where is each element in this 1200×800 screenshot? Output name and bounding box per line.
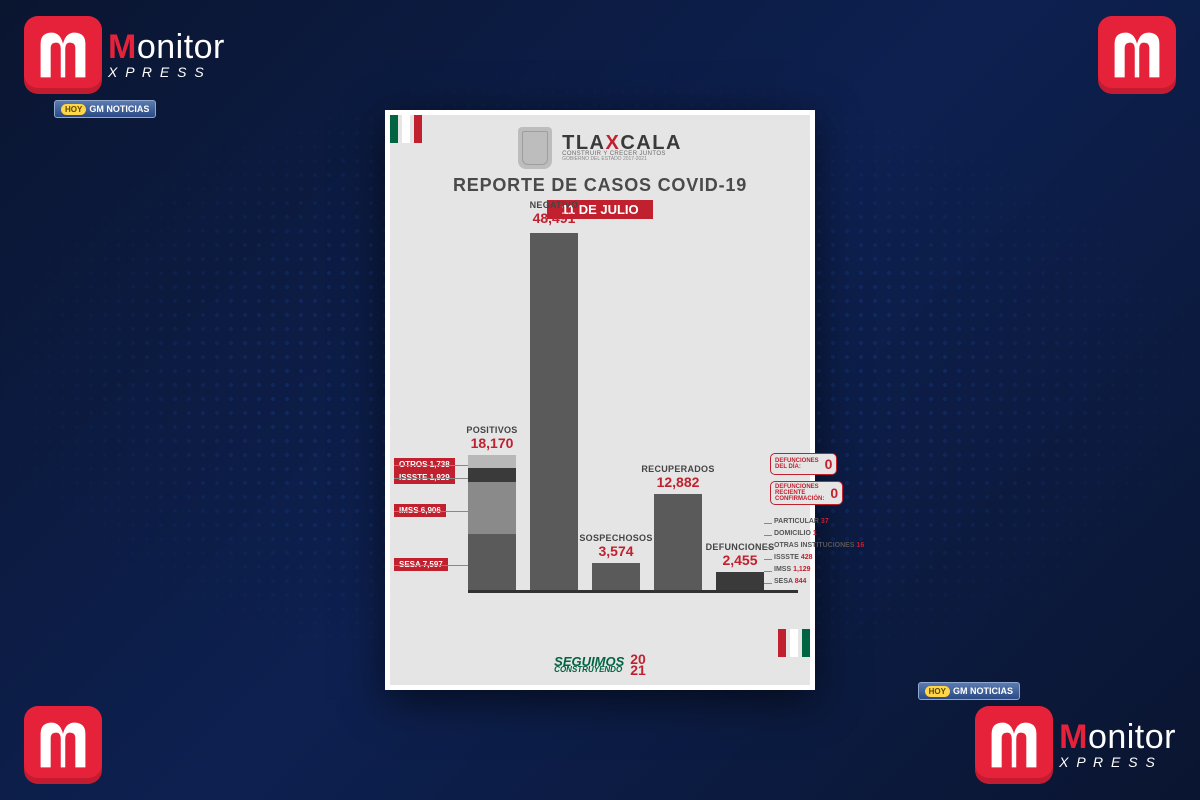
bar-value: 12,882 (641, 474, 714, 490)
bar-recuperados: RECUPERADOS12,882 (654, 233, 702, 590)
brand-mark (24, 706, 102, 784)
brand-logo-top-right (1098, 16, 1176, 94)
stripe (414, 115, 422, 143)
bar-segment (592, 563, 640, 590)
defunciones-breakdown: SESA 844 (774, 578, 806, 585)
defunciones-box: DEFUNCIONES DEL DÍA:0 (770, 453, 837, 475)
stripe (802, 629, 810, 657)
stripe (778, 629, 786, 657)
bar-segment (530, 233, 578, 590)
card-header: TLAXCALA CONSTRUIR Y CRECER JUNTOS GOBIE… (390, 115, 810, 223)
brand-sub: X P R E S S (108, 66, 225, 79)
bar-segment (468, 455, 516, 468)
flag-stripes-bottom (778, 629, 810, 657)
defunciones-breakdown: DOMICILIO 1 (774, 530, 817, 537)
footer-year: 2021 (630, 654, 646, 676)
brand-logo-top-left: Monitor X P R E S S (24, 16, 225, 94)
footer-slogan: SEGUIMOS CONSTRUYENDO (554, 656, 624, 674)
bar-value: 18,170 (466, 435, 517, 451)
bar-defunciones: DEFUNCIONES2,455 (716, 233, 764, 590)
bar-value: 3,574 (579, 543, 652, 559)
brand-word: Monitor (1059, 721, 1176, 753)
bar-positivos: POSITIVOS18,170 (468, 233, 516, 590)
brand-mark (1098, 16, 1176, 94)
bar-value: 48,491 (530, 210, 579, 226)
bar-segment (468, 482, 516, 533)
defunciones-box: DEFUNCIONES RECIENTE CONFIRMACIÓN:0 (770, 481, 843, 505)
chart-area: POSITIVOS18,170NEGATIVO48,491SOSPECHOSOS… (390, 223, 810, 645)
state-name: TLAXCALA (562, 134, 682, 152)
bar-label: RECUPERADOS (641, 464, 714, 474)
defunciones-breakdown: OTRAS INSTITUCIONES 16 (774, 542, 864, 549)
bar-segment (468, 468, 516, 482)
stripe (402, 115, 410, 143)
bar-chart: POSITIVOS18,170NEGATIVO48,491SOSPECHOSOS… (468, 233, 798, 593)
card-footer: SEGUIMOS CONSTRUYENDO 2021 (390, 645, 810, 685)
bar-label: SOSPECHOSOS (579, 533, 652, 543)
bar-label: NEGATIVO (530, 200, 579, 210)
brand-sub: X P R E S S (1059, 756, 1176, 769)
bar-sospechosos: SOSPECHOSOS3,574 (592, 233, 640, 590)
bar-negativo: NEGATIVO48,491 (530, 233, 578, 590)
covid-report-card: TLAXCALA CONSTRUIR Y CRECER JUNTOS GOBIE… (385, 110, 815, 690)
stripe (390, 115, 398, 143)
defunciones-breakdown: ISSSTE 428 (774, 554, 813, 561)
stripe (790, 629, 798, 657)
state-sub2: GOBIERNO DEL ESTADO 2017-2021 (562, 157, 682, 162)
gm-noticias-badge-tl: HOYGM NOTICIAS (54, 100, 156, 118)
flag-stripes-top (390, 115, 422, 143)
bar-label: POSITIVOS (466, 425, 517, 435)
brand-mark (975, 706, 1053, 784)
brand-word: Monitor (108, 31, 225, 63)
bar-segment (716, 572, 764, 590)
brand-logo-bottom-left (24, 706, 102, 784)
bar-segment (468, 534, 516, 590)
defunciones-breakdown: PARTICULAR 37 (774, 518, 829, 525)
brand-mark (24, 16, 102, 94)
defunciones-breakdown: IMSS 1,129 (774, 566, 811, 573)
brand-logo-bottom-right: Monitor X P R E S S (975, 706, 1176, 784)
report-title: REPORTE DE CASOS COVID-19 (390, 175, 810, 196)
gm-noticias-badge-br: HOYGM NOTICIAS (918, 682, 1020, 700)
state-crest-icon (518, 127, 552, 169)
bar-segment (654, 494, 702, 590)
